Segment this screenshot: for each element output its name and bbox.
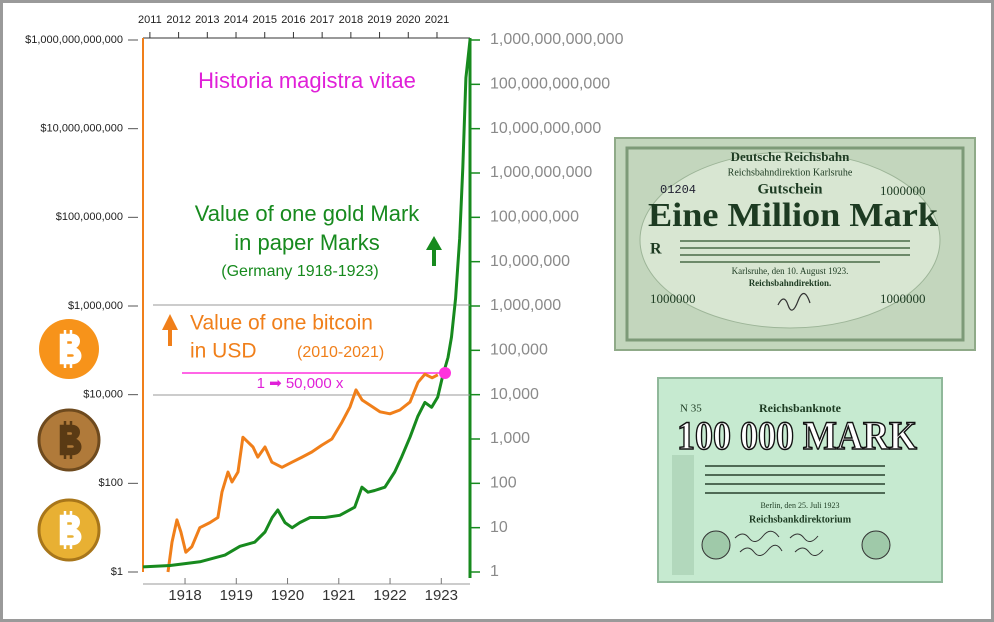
x2-tick-label: 2012: [166, 14, 190, 26]
note-text: 01204: [660, 183, 696, 197]
x2-tick-label: 2011: [138, 14, 162, 26]
note-signatures: [734, 530, 824, 556]
note-small-print: [680, 240, 910, 263]
y-tick-label: $1,000,000,000,000: [25, 34, 123, 46]
note-text: Reichsbahndirektion Karlsruhe: [728, 167, 853, 178]
icon-glyph: [59, 330, 82, 368]
series-line: [142, 39, 472, 569]
y2-tick-label: 10,000,000: [490, 253, 570, 270]
y2-tick-label: 100: [490, 475, 517, 492]
note-text: Reichsbankdirektorium: [749, 514, 852, 525]
x-tick-label: 1923: [425, 587, 458, 604]
note-text: 1000000: [650, 291, 696, 306]
x2-tick-label: 2019: [367, 14, 391, 26]
btc-label: Value of one bitcoin: [190, 312, 373, 335]
note-text: 1000000: [880, 183, 926, 198]
y2-tick-label: 1,000,000,000: [490, 164, 592, 181]
x2-tick-label: 2014: [224, 14, 248, 26]
x2-tick-label: 2015: [252, 14, 276, 26]
note-text: N 35: [680, 403, 702, 415]
banknote: N 35 Reichsbanknote 100 000 MARK Berlin,…: [657, 377, 943, 583]
y2-tick-label: 10,000: [490, 386, 539, 403]
x2-tick-label: 2021: [425, 14, 449, 26]
btc-label: (2010-2021): [297, 344, 384, 361]
banknote: Deutsche Reichsbahn Reichsbahndirektion …: [614, 137, 976, 351]
plot: $1 $100 $10,000 $1,000,000 $100,000,000 $10,0…: [25, 14, 623, 604]
y2-tick-label: 1,000,000,000,000: [490, 31, 624, 48]
note-strip: [672, 455, 694, 575]
series-line: [166, 372, 439, 573]
bitcoin-icons: [37, 319, 101, 562]
x-tick-label: 1918: [168, 587, 201, 604]
y-tick-label: $100: [99, 477, 123, 489]
x-tick-label: 1921: [322, 587, 355, 604]
note-seal: [701, 530, 731, 560]
note-text: Reichsbahndirektion.: [749, 278, 832, 288]
icon-glyph: [59, 511, 82, 549]
gold-label: in paper Marks: [234, 230, 380, 255]
y2-tick-label: 100,000: [490, 342, 548, 359]
note-seal: [861, 530, 891, 560]
x2-tick-label: 2018: [339, 14, 363, 26]
note-title: Eine Million Mark: [648, 197, 938, 234]
y-tick-label: $10,000,000,000: [40, 123, 123, 135]
icon-glyph: [59, 421, 82, 459]
x2-tick-label: 2017: [310, 14, 334, 26]
y-tick-label: $10,000: [83, 389, 123, 401]
x2-tick-label: 2013: [195, 14, 219, 26]
y2-tick-label: 1: [490, 563, 499, 580]
note-text: Berlin, den 25. Juli 1923: [760, 501, 839, 510]
note-border: [625, 146, 965, 342]
x-tick-label: 1922: [373, 587, 406, 604]
y-tick-label: $1,000,000: [68, 300, 123, 312]
note-signature: [777, 292, 811, 311]
x-tick-label: 1919: [220, 587, 253, 604]
y2-tick-label: 10,000,000,000: [490, 120, 601, 137]
gold-label: (Germany 1918-1923): [221, 263, 378, 280]
y-tick-label: $1: [111, 566, 123, 578]
btc-label: in USD: [190, 340, 257, 363]
y2-tick-label: 100,000,000,000: [490, 76, 610, 93]
y-tick-label: $100,000,000: [56, 211, 123, 223]
x-tick-label: 1920: [271, 587, 304, 604]
x2-tick-label: 2020: [396, 14, 420, 26]
y2-tick-label: 1,000: [490, 430, 530, 447]
note-text: Reichsbanknote: [759, 401, 842, 415]
note-text: R: [650, 241, 662, 258]
note-text: Gutschein: [757, 181, 823, 197]
note-title: 100 000 MARK: [677, 413, 917, 458]
up-arrow: [426, 236, 442, 266]
note-small-print: [705, 465, 885, 494]
ratio-label: 1 ➡ 50,000 x: [257, 375, 344, 392]
ratio-marker: [439, 367, 451, 379]
x2-tick-label: 2016: [281, 14, 305, 26]
note-text: 1000000: [880, 291, 926, 306]
motto: Historia magistra vitae: [198, 68, 416, 93]
y2-tick-label: 100,000,000: [490, 209, 579, 226]
note-text: Deutsche Reichsbahn: [731, 149, 851, 164]
note-text: Karlsruhe, den 10. August 1923.: [732, 266, 849, 276]
up-arrow: [162, 314, 178, 346]
y2-tick-label: 1,000,000: [490, 297, 561, 314]
gold-label: Value of one gold Mark: [195, 201, 421, 226]
y2-tick-label: 10: [490, 519, 508, 536]
